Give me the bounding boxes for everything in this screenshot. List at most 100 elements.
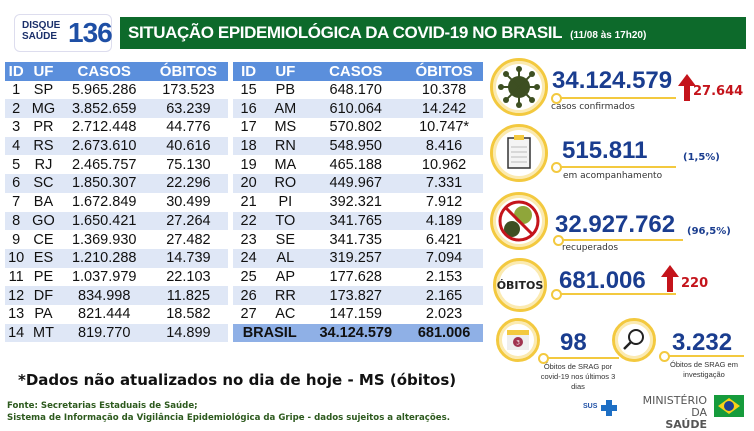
table-row: 1 SP 5.965.286 173.523 [5,81,228,100]
divider [553,235,683,246]
confirmed-delta: 27.644 [693,84,744,99]
table-cell: TO [264,211,307,231]
table-cell: 11.825 [148,286,228,305]
table-cell: 40.616 [148,136,228,156]
table-cell: 14.899 [148,323,228,343]
table-row: 11 PE 1.037.979 22.103 [5,268,228,287]
table-cell: 548.950 [306,136,406,156]
divider [551,162,676,173]
table-row: 7 BA 1.672.849 30.499 [5,193,228,212]
table-cell: 147.159 [329,306,382,323]
table-row: 9 CE 1.369.930 27.482 [5,230,228,249]
column-header: ID [233,62,265,81]
table-cell: 2.165 [405,286,483,305]
srag-investigation-label: Óbitos de SRAG em investigação [670,360,738,379]
divider [659,351,744,362]
table-cell: 6.421 [425,231,463,248]
table-cell: SC [27,174,60,193]
table-cell: 177.628 [329,268,382,285]
table-cell: 27.482 [166,231,211,248]
ministry-line2: SAÚDE [665,418,707,431]
srag-recent-value: 98 [560,329,587,356]
table-cell: RO [264,174,307,193]
recovered-value: 32.927.762 [555,211,676,238]
table-cell: 5.965.286 [71,82,137,99]
total-obitos: 681.006 [405,323,483,343]
table-cell: RN [264,136,307,156]
table-cell: 9 [12,231,21,248]
table-cell: 570.802 [329,119,382,136]
ministry-logo: MINISTÉRIO DA SAÚDE [625,395,707,431]
table-cell: 75.130 [166,156,211,173]
table-cell: RS [27,136,60,156]
table-row: 21 PI 392.321 7.912 [233,193,483,212]
sus-logo: SUS [583,403,598,410]
virus-icon [490,58,548,116]
table-cell: 449.967 [306,174,406,193]
table-cell: 1.210.288 [59,248,149,268]
table-row: 19 MA 465.188 10.962 [233,155,483,174]
table-cell: 834.998 [59,286,149,305]
table-cell: 610.064 [306,99,406,119]
table-cell: 4.189 [405,211,483,231]
table-cell: PA [34,306,53,323]
table-cell: 11 [8,268,24,285]
table-cell: MS [274,119,297,136]
table-row: 13 PA 821.444 18.582 [5,305,228,324]
table-cell: 5 [12,156,21,173]
deaths-value: 681.006 [559,267,646,294]
column-header: CASOS [59,62,149,81]
table-cell: 2 [5,99,28,119]
table-cell: 3.852.659 [59,99,149,119]
confirmed-label: casos confirmados [551,102,635,112]
table-cell: 2.153 [425,268,463,285]
table-cell: 2.673.610 [59,136,149,156]
table-cell: 8.416 [405,136,483,156]
logo-line2: SAÚDE [22,31,58,42]
table-row: 14 MT 819.770 14.899 [5,323,228,343]
table-row: 25 AP 177.628 2.153 [233,268,483,287]
table-cell: 319.257 [306,248,406,268]
table-cell: MG [27,99,60,119]
table-row: 22 TO 341.765 4.189 [233,211,483,231]
table-cell: RJ [34,156,53,173]
table-cell: 7.912 [425,194,463,211]
update-date: (11/08 às 17h20) [570,29,647,41]
table-cell: 465.188 [329,156,382,173]
table-cell: 14.242 [405,99,483,119]
table-cell: 1.037.979 [71,268,137,285]
column-header: UF [27,62,60,81]
states-table-left: ID UF CASOS ÓBITOS 1 SP 5.965.286 173.523 2 MG 3.8… [5,62,228,343]
table-cell: 173.827 [306,286,406,305]
column-header: ÓBITOS [405,62,483,81]
table-cell: 4 [5,136,28,156]
table-cell: 44.776 [166,119,211,136]
table-row: 27 AC 147.159 2.023 [233,305,483,324]
logo-number: 136 [68,17,113,48]
divider [551,289,676,300]
table-cell: 24 [233,248,265,268]
table-row: 6 SC 1.850.307 22.296 [5,174,228,193]
table-row: 8 GO 1.650.421 27.264 [5,211,228,231]
table-cell: 13 [8,306,25,323]
ministry-line1: MINISTÉRIO DA [642,394,707,419]
table-cell: 22.103 [166,268,211,285]
table-row: 23 SE 341.735 6.421 [233,230,483,249]
table-cell: 17 [240,119,257,136]
table-row: 5 RJ 2.465.757 75.130 [5,155,228,174]
table-cell: 1.369.930 [71,231,137,248]
brazil-flag-icon [714,395,744,417]
table-cell: 392.321 [329,194,382,211]
table-cell: 7.094 [405,248,483,268]
table-cell: 10.747* [419,119,470,136]
table-row: 20 RO 449.967 7.331 [233,174,483,193]
table-cell: 15 [240,82,257,99]
monitoring-pct: (1,5%) [683,152,720,163]
table-cell: 2.023 [425,306,463,323]
table-cell: 10.378 [421,82,467,99]
table-cell: 6 [5,174,28,193]
table-cell: DF [27,286,60,305]
table-cell: PR [33,119,54,136]
table-cell: MA [274,156,297,173]
table-cell: AC [275,306,296,323]
